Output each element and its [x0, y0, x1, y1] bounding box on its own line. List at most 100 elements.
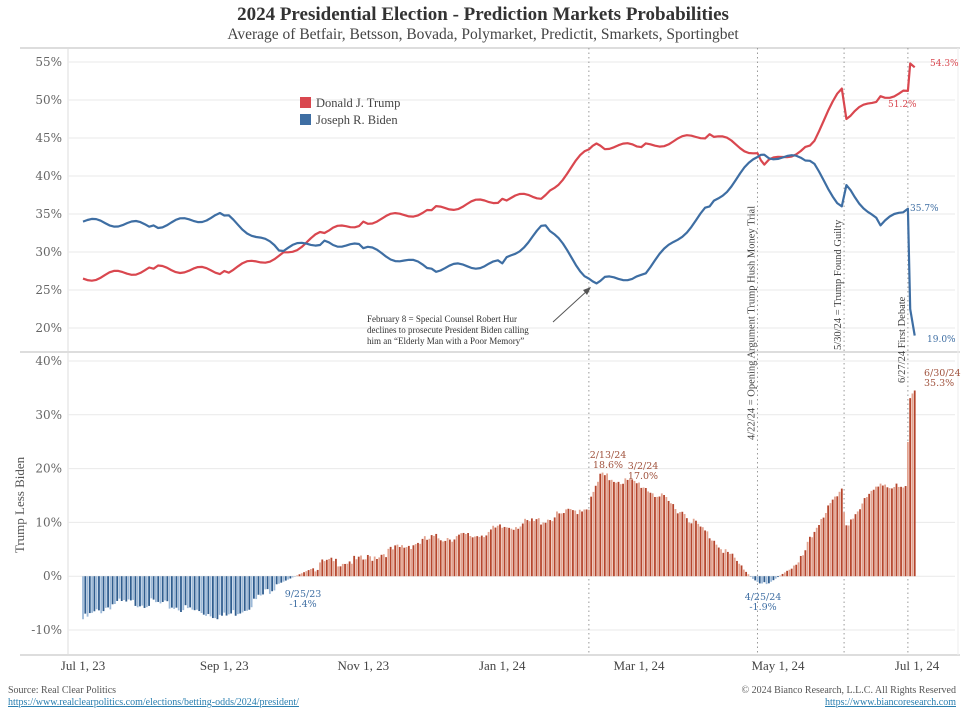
- bar-positive: [745, 571, 747, 577]
- bar-positive: [781, 573, 784, 577]
- bar-positive: [405, 547, 408, 577]
- bar-positive: [740, 565, 743, 577]
- bar-positive: [451, 541, 454, 577]
- bar-positive: [613, 481, 615, 577]
- bar-positive: [692, 518, 695, 577]
- bar-negative: [184, 576, 187, 606]
- line-series: [82, 62, 916, 336]
- bar-positive: [558, 513, 561, 577]
- bar-positive: [544, 522, 547, 577]
- bar-positive: [581, 511, 583, 577]
- bar-positive: [786, 570, 789, 577]
- bar-positive: [396, 544, 399, 577]
- bar-positive: [389, 546, 392, 577]
- bar-positive: [633, 480, 636, 577]
- bar-positive: [690, 523, 693, 577]
- bar-positive: [574, 510, 577, 577]
- biden-line: [82, 153, 916, 336]
- xtick-label: Nov 1, 23: [337, 658, 389, 673]
- bar-negative: [205, 576, 207, 616]
- xtick-label: Mar 1, 24: [614, 658, 665, 673]
- bar-negative: [227, 576, 230, 615]
- bar-positive: [499, 524, 501, 577]
- bar-positive: [813, 531, 816, 577]
- bar-positive: [642, 487, 645, 577]
- bar-positive: [467, 533, 469, 577]
- bar-positive: [695, 520, 697, 577]
- bar-positive: [501, 527, 504, 577]
- bar-negative: [255, 576, 258, 600]
- bar-positive: [824, 513, 827, 577]
- bar-label-feb13-date: 2/13/24: [590, 450, 627, 461]
- bar-negative: [280, 576, 283, 583]
- bar-positive: [897, 486, 900, 577]
- bottom-ytick-label: 0%: [43, 569, 62, 583]
- bar-negative: [243, 576, 246, 611]
- bar-positive: [458, 534, 460, 577]
- bar-negative: [777, 576, 779, 578]
- bar-positive: [736, 560, 738, 577]
- bar-negative: [266, 576, 269, 590]
- bar-positive: [656, 496, 659, 577]
- bar-positive: [339, 566, 342, 577]
- bar-positive: [720, 549, 722, 577]
- legend-trump-swatch: [300, 97, 311, 108]
- bar-negative: [246, 576, 248, 611]
- bar-negative: [278, 576, 280, 584]
- bar-positive: [790, 568, 793, 577]
- bar-negative: [82, 576, 84, 620]
- bar-positive: [578, 509, 581, 577]
- bar-negative: [772, 576, 775, 581]
- bar-negative: [175, 576, 178, 608]
- bar-negative: [214, 576, 217, 619]
- bar-negative: [207, 576, 210, 615]
- bar-positive: [644, 488, 647, 577]
- hur-annotation-line: him an “Elderly Man with a Poor Memory”: [367, 336, 524, 346]
- bar-positive: [448, 539, 451, 577]
- bar-negative: [774, 576, 777, 579]
- bar-positive: [419, 543, 422, 577]
- bar-positive: [909, 398, 912, 577]
- bar-negative: [230, 576, 233, 614]
- bar-label-jun30-date: 6/30/24: [924, 368, 961, 379]
- bar-negative: [104, 576, 107, 608]
- bar-positive: [640, 487, 643, 577]
- bar-positive: [517, 528, 520, 577]
- bar-positive: [412, 545, 415, 577]
- bar-positive: [435, 533, 438, 577]
- bar-positive: [731, 553, 734, 577]
- bar-positive: [542, 522, 545, 577]
- bar-positive: [314, 571, 317, 577]
- bar-negative: [202, 576, 205, 615]
- bar-positive: [679, 512, 681, 577]
- xtick-label: Jan 1, 24: [479, 658, 526, 673]
- bar-positive: [638, 482, 640, 577]
- bar-positive: [779, 575, 782, 577]
- bar-positive: [701, 527, 704, 577]
- chart-frame: [20, 47, 960, 656]
- top-ytick-label: 25%: [35, 283, 62, 297]
- bar-positive: [587, 509, 590, 577]
- bar-positive: [380, 554, 383, 577]
- source-link[interactable]: https://www.realclearpolitics.com/electi…: [8, 697, 299, 708]
- bar-positive: [827, 505, 830, 577]
- bar-positive: [446, 537, 449, 577]
- bar-positive: [469, 536, 472, 577]
- bar-positive: [433, 535, 435, 577]
- bar-positive: [489, 529, 492, 577]
- bar-positive: [658, 496, 661, 577]
- bar-negative: [211, 576, 214, 619]
- bar-positive: [863, 498, 866, 577]
- bar-negative: [107, 576, 109, 608]
- xtick-label: Jul 1, 24: [895, 658, 940, 673]
- bar-positive: [597, 481, 599, 577]
- bar-positive: [802, 555, 804, 577]
- bar-positive: [622, 483, 624, 577]
- top-ytick-label: 45%: [35, 131, 62, 145]
- bar-positive: [685, 518, 688, 577]
- site-link[interactable]: https://www.biancoresearch.com: [825, 697, 956, 708]
- bar-positive: [847, 525, 850, 577]
- bar-negative: [91, 576, 94, 613]
- bar-positive: [335, 558, 337, 577]
- annotations: 4/22/24 = Opening Argument Trump Hush Mo…: [285, 59, 961, 613]
